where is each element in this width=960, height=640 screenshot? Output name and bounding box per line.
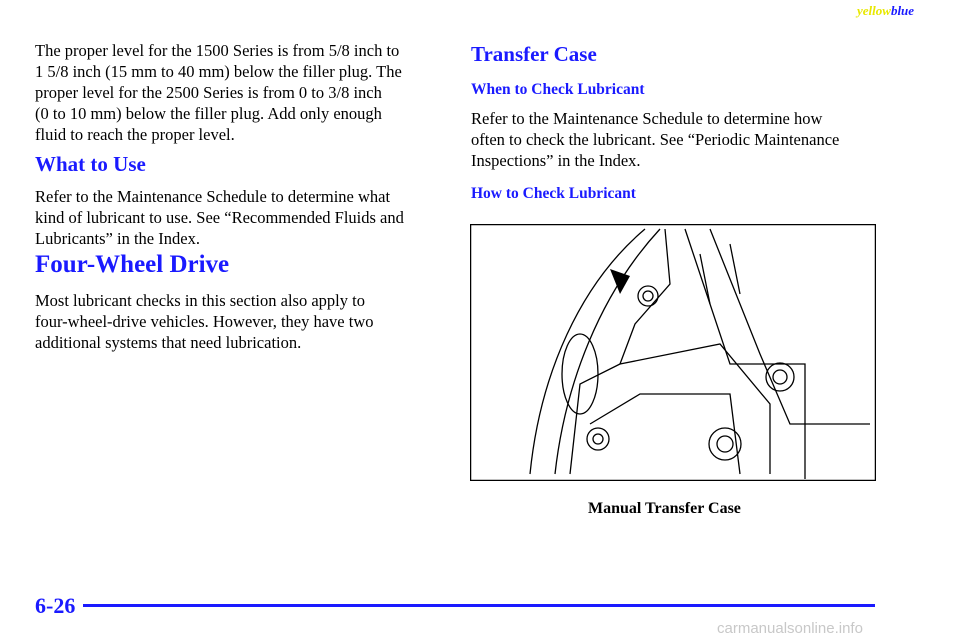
paragraph: The proper level for the 1500 Series is …	[35, 40, 402, 145]
text-line: Lubricants” in the Index.	[35, 229, 200, 248]
text-line: 1 5/8 inch (15 mm to 40 mm) below the fi…	[35, 62, 402, 81]
subheading: When to Check Lubricant	[471, 81, 645, 98]
text-line: Inspections” in the Index.	[471, 151, 641, 170]
illustration	[470, 224, 876, 481]
text-line: additional systems that need lubrication…	[35, 333, 302, 352]
footer-rule	[83, 604, 875, 607]
text-line: proper level for the 2500 Series is from…	[35, 83, 382, 102]
text-line: four-wheel-drive vehicles. However, they…	[35, 312, 374, 331]
text-line: often to check the lubricant. See “Perio…	[471, 130, 840, 149]
text-line: fluid to reach the proper level.	[35, 125, 235, 144]
figure-caption: Manual Transfer Case	[588, 500, 741, 517]
header-yellow: yellow	[857, 3, 891, 18]
subheading: How to Check Lubricant	[471, 185, 636, 202]
section-heading: What to Use	[35, 152, 146, 176]
header-blue: blue	[890, 3, 915, 18]
text-line: kind of lubricant to use. See “Recommend…	[35, 208, 404, 227]
paragraph: Most lubricant checks in this section al…	[35, 290, 374, 353]
header-color-marks: yellowblue	[857, 0, 914, 21]
chapter-heading: Four-Wheel Drive	[35, 251, 230, 278]
text-line: Most lubricant checks in this section al…	[35, 291, 365, 310]
text-line: Refer to the Maintenance Schedule to det…	[471, 109, 823, 128]
page-number: 6-26	[35, 593, 76, 618]
paragraph: Refer to the Maintenance Schedule to det…	[35, 186, 404, 249]
paragraph: Refer to the Maintenance Schedule to det…	[471, 108, 839, 171]
text-line: The proper level for the 1500 Series is …	[35, 41, 400, 60]
watermark: carmanualsonline.info	[717, 620, 863, 637]
section-heading: Transfer Case	[471, 42, 597, 66]
text-line: (0 to 10 mm) below the filler plug. Add …	[35, 104, 382, 123]
text-line: Refer to the Maintenance Schedule to det…	[35, 187, 391, 206]
